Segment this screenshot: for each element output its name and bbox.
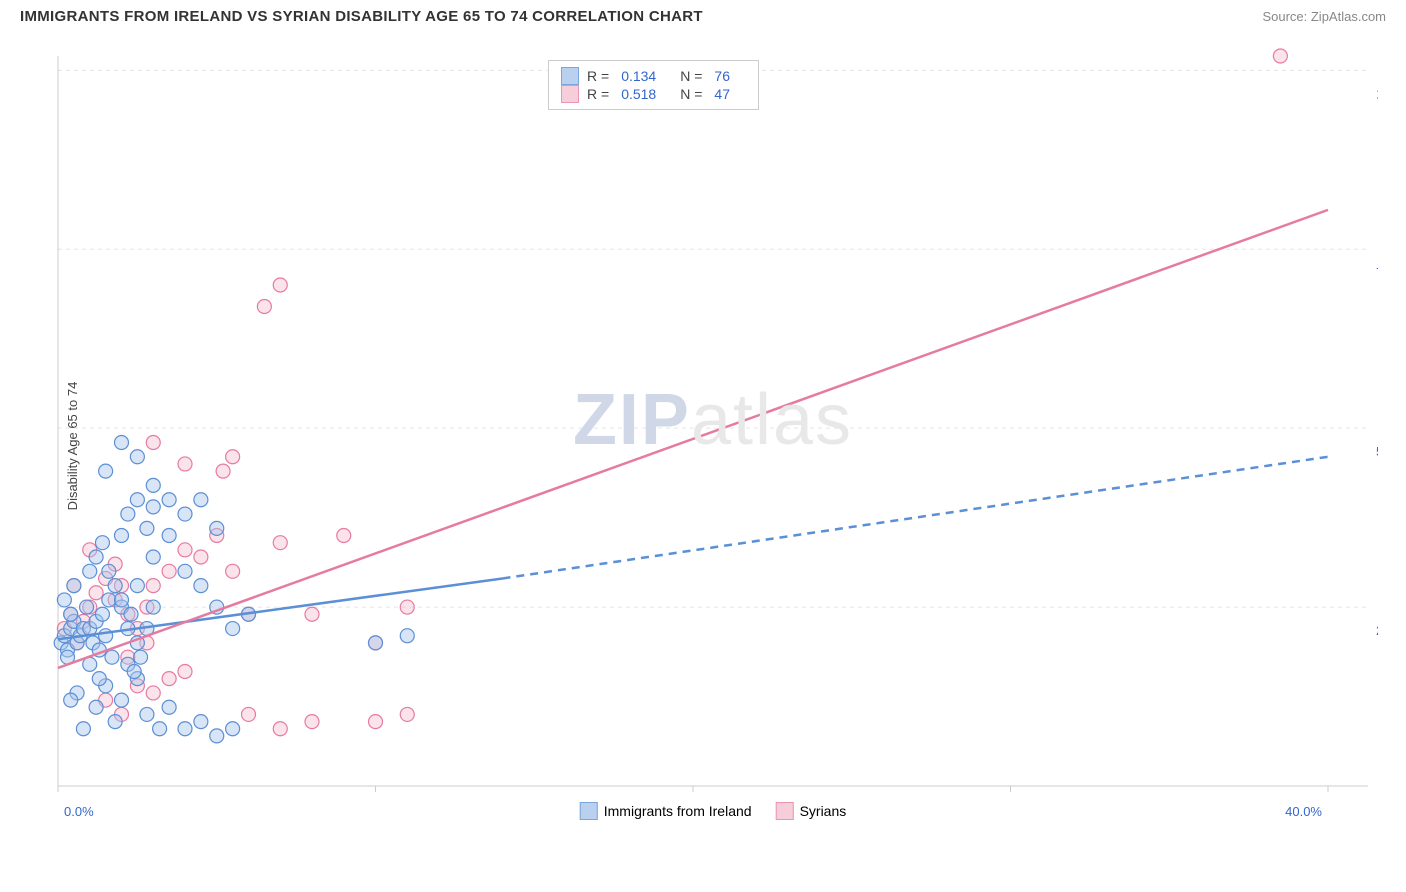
stats-legend: R = 0.134 N = 76 R = 0.518 N = 47 bbox=[548, 60, 759, 110]
legend-label-syrians: Syrians bbox=[800, 803, 847, 819]
svg-text:50.0%: 50.0% bbox=[1376, 444, 1378, 459]
r-value-syrians: 0.518 bbox=[621, 86, 656, 102]
svg-text:100.0%: 100.0% bbox=[1376, 86, 1378, 101]
n-value-syrians: 47 bbox=[714, 86, 730, 102]
source-text: Source: ZipAtlas.com bbox=[1262, 9, 1386, 24]
legend-label-ireland: Immigrants from Ireland bbox=[604, 803, 752, 819]
n-label: N = bbox=[680, 68, 702, 84]
r-label: R = bbox=[587, 86, 609, 102]
bottom-legend: Immigrants from Ireland Syrians bbox=[580, 802, 847, 820]
r-value-ireland: 0.134 bbox=[621, 68, 656, 84]
chart-container: 25.0%50.0%75.0%100.0%0.0%40.0% ZIPatlas … bbox=[48, 46, 1378, 826]
n-label: N = bbox=[680, 86, 702, 102]
stats-row-ireland: R = 0.134 N = 76 bbox=[561, 67, 746, 85]
svg-text:0.0%: 0.0% bbox=[64, 804, 94, 819]
legend-item-syrians: Syrians bbox=[776, 802, 847, 820]
swatch-ireland bbox=[561, 67, 579, 85]
swatch-syrians bbox=[561, 85, 579, 103]
swatch-ireland bbox=[580, 802, 598, 820]
header-bar: IMMIGRANTS FROM IRELAND VS SYRIAN DISABI… bbox=[0, 0, 1406, 29]
n-value-ireland: 76 bbox=[714, 68, 730, 84]
svg-text:40.0%: 40.0% bbox=[1285, 804, 1322, 819]
scatter-chart: 25.0% 50.0% 75.0% 100.0% 0.0% 40.0% bbox=[48, 46, 1378, 826]
chart-title: IMMIGRANTS FROM IRELAND VS SYRIAN DISABI… bbox=[20, 8, 703, 25]
svg-text:75.0%: 75.0% bbox=[1376, 265, 1378, 280]
swatch-syrians bbox=[776, 802, 794, 820]
legend-item-ireland: Immigrants from Ireland bbox=[580, 802, 752, 820]
stats-row-syrians: R = 0.518 N = 47 bbox=[561, 85, 746, 103]
svg-text:25.0%: 25.0% bbox=[1376, 623, 1378, 638]
r-label: R = bbox=[587, 68, 609, 84]
